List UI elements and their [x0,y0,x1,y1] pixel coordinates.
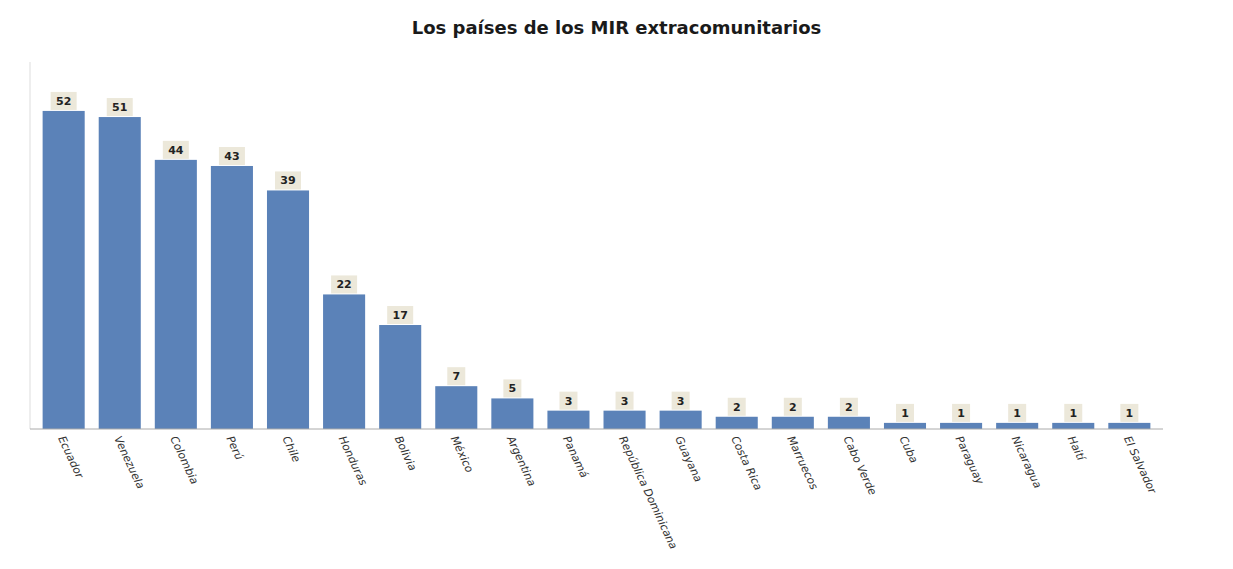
data-label-bg [896,404,914,422]
data-label-bg [840,398,858,416]
x-tick-label: República Dominicana [616,434,680,551]
y-axis-line [30,62,31,429]
bar [660,411,702,429]
x-tick-labels: Ecuador Venezuela Colombia Perú Chile Hondura… [55,433,1159,551]
x-tick-label: Argentina [504,433,539,488]
bar [267,190,309,429]
data-label: 1 [957,407,965,420]
x-tick-label: Ecuador [55,434,86,482]
data-label: 2 [789,401,797,414]
bar [435,386,477,429]
bar [43,111,85,429]
data-label: 7 [452,370,460,383]
data-label-bg [387,306,413,324]
bar [211,166,253,429]
bar [828,417,870,429]
bar [379,325,421,429]
data-label-bg [447,367,465,385]
data-label-bg [616,392,634,410]
chart: Los países de los MIR extracomunitarios 5… [0,0,1233,569]
x-tick-label: Colombia [167,434,201,487]
data-label: 3 [677,395,685,408]
x-tick-label: Costa Rica [728,434,764,492]
title: Los países de los MIR extracomunitarios [412,17,821,38]
bar [884,423,926,429]
data-label-bg [1064,404,1082,422]
data-label-bg [1120,404,1138,422]
x-tick-label: Cabo Verde [840,434,879,497]
bar [491,398,533,429]
data-label-bg [952,404,970,422]
bar [716,417,758,429]
x-tick-label: Haití [1065,434,1088,464]
data-label: 52 [56,95,71,108]
data-labels: 525144433922177533322211111 [51,92,1139,422]
bar [323,294,365,429]
data-label: 2 [733,401,741,414]
bar [1108,423,1150,429]
bar [772,417,814,429]
data-label-bg [672,392,690,410]
data-label-bg [728,398,746,416]
data-label-bg [219,147,245,165]
background [0,0,1233,569]
bar [99,117,141,429]
data-label-bg [51,92,77,110]
x-tick-label: Nicaragua [1009,434,1045,491]
data-label: 2 [845,401,853,414]
data-label: 1 [1069,407,1077,420]
bar [940,423,982,429]
data-label-bg [275,171,301,189]
x-tick-label: Chile [280,434,304,465]
x-tick-label: Venezuela [111,434,147,491]
x-tick-label: Guayana [672,434,705,484]
data-label: 44 [168,144,184,157]
data-label: 1 [1013,407,1021,420]
data-label-bg [503,379,521,397]
data-label: 51 [112,101,127,114]
x-tick-label: Cuba [897,434,921,465]
bar [996,423,1038,429]
bars [43,111,1151,429]
x-tick-label: Honduras [336,434,370,488]
x-tick-label: El Salvador [1121,434,1160,497]
data-label: 5 [509,382,517,395]
data-label: 17 [393,309,408,322]
data-label-bg [1008,404,1026,422]
bar [547,411,589,429]
bar [604,411,646,429]
x-axis-line [30,429,1163,430]
x-tick-label: Paraguay [953,434,987,487]
data-label-bg [784,398,802,416]
data-label: 22 [336,278,351,291]
x-tick-label: Perú [223,434,245,462]
bar [1052,423,1094,429]
bar [155,160,197,429]
data-label: 3 [565,395,573,408]
data-label-bg [331,275,357,293]
x-tick-label: Bolivia [392,434,419,473]
x-tick-label: Panamá [560,434,591,480]
data-label: 1 [901,407,909,420]
data-label-bg [107,98,133,116]
x-tick-label: México [448,434,476,475]
data-label: 1 [1126,407,1134,420]
x-tick-label: Marruecos [784,434,820,492]
data-label-bg [559,392,577,410]
data-label-bg [163,141,189,159]
data-label: 3 [621,395,629,408]
data-label: 43 [224,150,239,163]
data-label: 39 [280,174,295,187]
